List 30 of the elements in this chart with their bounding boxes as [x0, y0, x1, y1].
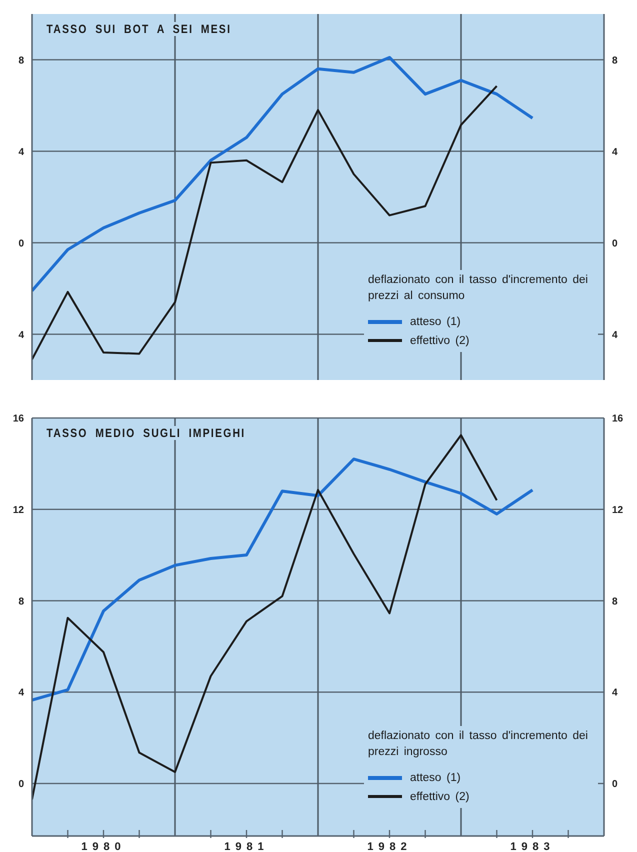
x-tick-label: 1981 [224, 841, 269, 852]
y2-tick-label: 0 [612, 238, 618, 250]
y-tick-label: 4 [18, 330, 24, 341]
legend-title: deflazionato con il tasso d'incremento dei prezzi al consumo [368, 273, 589, 304]
y-tick-label: 4 [18, 688, 24, 699]
legend-label: effettivo (2) [410, 334, 470, 346]
y-tick-label: 4 [18, 146, 24, 158]
y2-tick-label: 8 [612, 596, 618, 608]
y2-tick-label: 4 [612, 688, 618, 699]
y-tick-label: 0 [18, 238, 24, 250]
x-tick-label: 1983 [510, 841, 555, 852]
y2-tick-label: 0 [612, 779, 618, 790]
legend-label: effettivo (2) [410, 790, 470, 802]
x-tick-label: 1982 [367, 841, 412, 852]
y-tick-label: 8 [18, 596, 24, 608]
y2-tick-label: 4 [612, 146, 618, 158]
text: TASSO MEDIO SUGLI IMPIEGHI [44, 426, 248, 440]
legend-label: atteso (1) [410, 772, 461, 784]
legend-title: deflazionato con il tasso d'incremento dei prezzi ingrosso [368, 729, 589, 760]
y2-tick-label: 8 [612, 55, 618, 66]
x-tick-label: 1980 [81, 841, 126, 852]
text: TASSO SUI BOT A SEI MESI [44, 22, 234, 36]
y2-tick-label: 16 [612, 414, 624, 425]
y-tick-label: 16 [12, 414, 24, 425]
y-tick-label: 0 [18, 779, 24, 790]
legend-label: atteso (1) [410, 316, 461, 328]
y2-tick-label: 4 [612, 330, 618, 341]
y2-tick-label: 12 [612, 504, 624, 516]
y-tick-label: 12 [12, 504, 24, 516]
y-tick-label: 8 [18, 55, 24, 66]
